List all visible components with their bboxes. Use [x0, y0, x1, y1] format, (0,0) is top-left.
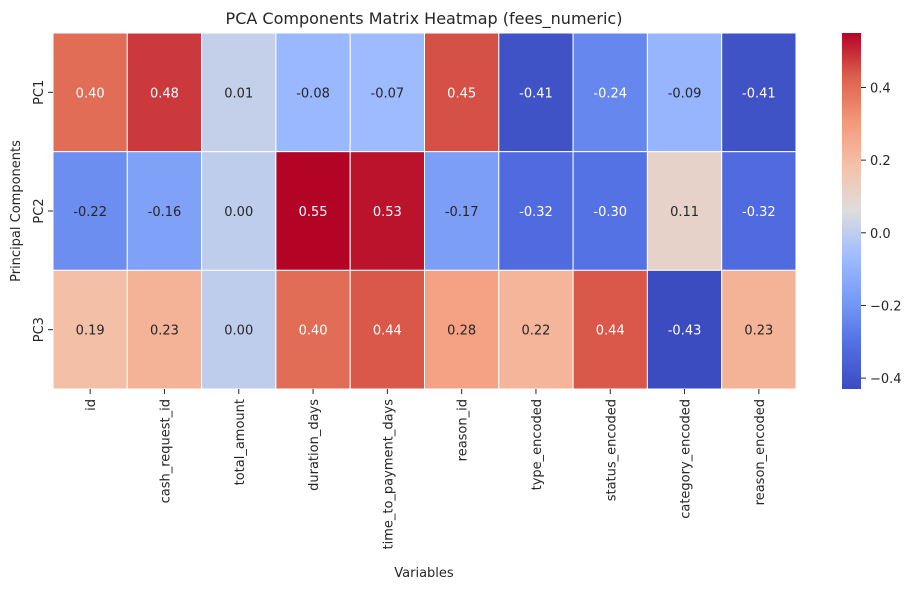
heatmap-cell: [275, 32, 351, 153]
colorbar: 0.4 0.2 0.0 −0.2 −0.4: [842, 33, 902, 389]
heatmap-cell: [646, 151, 723, 271]
heatmap-cell: [126, 269, 203, 390]
x-tick-label: reason_id: [456, 399, 471, 461]
cell-value-label: 0.11: [670, 205, 699, 220]
heatmap-cell: [424, 151, 500, 271]
cell-value-label: -0.32: [519, 205, 553, 220]
x-tick-label: time_to_payment_days: [381, 399, 396, 550]
colorbar-tick-label: 0.0: [870, 227, 891, 242]
cell-value-label: 0.22: [521, 324, 550, 339]
cell-value-label: -0.41: [519, 86, 553, 101]
x-tick-label: status_encoded: [604, 399, 619, 501]
cell-value-label: -0.08: [296, 86, 330, 101]
x-tick-label: reason_encoded: [753, 399, 768, 505]
cell-value-label: 0.53: [373, 205, 402, 220]
cell-value-label: 0.00: [224, 324, 253, 339]
cell-value-label: -0.41: [742, 86, 776, 101]
cell-value-label: -0.30: [593, 205, 627, 220]
cell-value-label: -0.32: [742, 205, 776, 220]
heatmap-cell: [498, 151, 574, 271]
heatmap-cell: [721, 151, 797, 271]
x-tick-label: duration_days: [307, 399, 322, 491]
x-tick-label: total_amount: [233, 399, 248, 485]
heatmap-cell: [349, 269, 426, 390]
heatmap-cell: [275, 151, 351, 271]
cell-value-label: -0.43: [668, 324, 702, 339]
y-tick-label: PC2: [32, 198, 47, 223]
heatmap-cell: [201, 269, 277, 390]
x-tick-label: category_encoded: [679, 399, 694, 519]
colorbar-gradient: [842, 33, 861, 389]
heatmap-cell: [201, 151, 277, 271]
heatmap-cell: [201, 32, 277, 153]
cell-value-label: -0.07: [371, 86, 405, 101]
cell-value-label: 0.23: [150, 324, 179, 339]
heatmap-cell: [646, 269, 723, 390]
x-tick-label: cash_request_id: [158, 399, 173, 503]
cell-value-label: -0.24: [593, 86, 627, 101]
cell-value-label: 0.40: [76, 86, 105, 101]
heatmap-cell: [126, 151, 203, 271]
x-axis-label: Variables: [394, 566, 454, 581]
colorbar-tick-label: −0.4: [870, 372, 902, 387]
heatmap-cell: [572, 32, 648, 153]
heatmap-cell: [498, 269, 574, 390]
cell-value-label: 0.00: [224, 205, 253, 220]
y-tick-label: PC3: [32, 317, 47, 342]
cell-value-label: 0.01: [224, 86, 253, 101]
cell-value-label: -0.17: [445, 205, 479, 220]
heatmap-cell-labels: 0.40 0.48 0.01 -0.08 -0.07 0.45 -0.41 -0.24 -0.0…: [73, 86, 775, 338]
y-axis-ticks: PC1 PC2 PC3: [32, 80, 53, 342]
y-axis-label: Principal Components: [9, 140, 24, 282]
heatmap-cell: [572, 151, 648, 271]
cell-value-label: 0.28: [447, 324, 476, 339]
colorbar-tick-label: 0.4: [870, 81, 891, 96]
cell-value-label: 0.44: [596, 324, 625, 339]
heatmap-cell: [721, 269, 797, 390]
cell-value-label: 0.23: [744, 324, 773, 339]
cell-value-label: 0.55: [299, 205, 328, 220]
heatmap-cells: [52, 32, 797, 390]
heatmap-cell: [52, 32, 128, 153]
cell-value-label: -0.09: [668, 86, 702, 101]
colorbar-tick-label: 0.2: [870, 154, 891, 169]
heatmap-cell: [424, 32, 500, 153]
x-axis-ticks: id cash_request_id total_amount duration_da…: [84, 389, 768, 550]
heatmap-cell: [349, 32, 426, 153]
heatmap-cell: [572, 269, 648, 390]
colorbar-ticks: 0.4 0.2 0.0 −0.2 −0.4: [861, 81, 902, 387]
cell-value-label: -0.16: [148, 205, 182, 220]
x-tick-label: id: [84, 399, 99, 411]
cell-value-label: 0.45: [447, 86, 476, 101]
heatmap-cell: [52, 269, 128, 390]
cell-value-label: 0.44: [373, 324, 402, 339]
y-tick-label: PC1: [32, 80, 47, 105]
heatmap-cell: [721, 32, 797, 153]
colorbar-tick-label: −0.2: [870, 299, 902, 314]
heatmap-cell: [349, 151, 426, 271]
cell-value-label: 0.48: [150, 86, 179, 101]
cell-value-label: 0.40: [299, 324, 328, 339]
heatmap-cell: [126, 32, 203, 153]
cell-value-label: 0.19: [76, 324, 105, 339]
x-tick-label: type_encoded: [530, 399, 545, 490]
cell-value-label: -0.22: [73, 205, 107, 220]
chart-title: PCA Components Matrix Heatmap (fees_nume…: [226, 9, 623, 29]
